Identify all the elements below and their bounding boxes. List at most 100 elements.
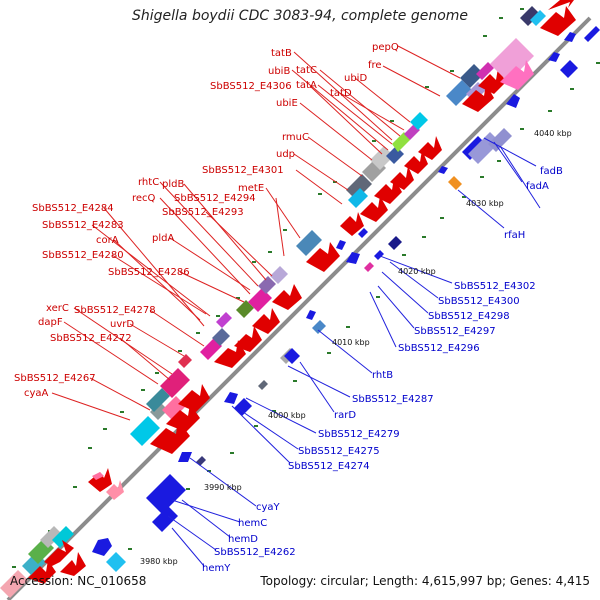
gene-label: SbBS512_E4284	[32, 203, 114, 214]
gene-label: metE	[238, 183, 264, 194]
gene-block	[150, 402, 168, 420]
gene-label: SbBS512_E4293	[162, 207, 244, 218]
gene-block	[146, 388, 170, 412]
tick-label: 4040 kbp	[534, 129, 572, 138]
gene-block	[152, 506, 178, 532]
reverse-genes	[92, 26, 600, 572]
gene-block	[106, 552, 126, 572]
gene-label: rhtC	[138, 177, 159, 188]
gene-arrow	[224, 392, 238, 404]
gene-block	[216, 312, 232, 328]
genome-backbone	[6, 16, 592, 600]
gene-label: SbBS512_E4300	[438, 296, 520, 307]
gene-label: rhtB	[372, 370, 393, 381]
gene-label: cyaY	[256, 502, 281, 513]
gene-label: SbBS512_E4267	[14, 373, 96, 384]
gene-label: rarD	[334, 410, 356, 421]
gene-block	[460, 64, 484, 88]
tick-label: 4000 kbp	[268, 411, 306, 420]
gene-block	[370, 146, 394, 170]
gene-label: SbBS512_E4296	[398, 343, 480, 354]
gene-arrow	[44, 540, 74, 566]
gene-arrow	[336, 240, 346, 250]
gene-label: rmuC	[282, 132, 309, 143]
gene-block	[312, 320, 326, 334]
gene-block	[212, 328, 230, 346]
gene-block	[520, 6, 540, 26]
gene-block	[52, 526, 74, 548]
gene-block	[446, 80, 472, 106]
gene-block	[160, 368, 190, 398]
gene-label: cyaA	[24, 388, 49, 399]
gene-arrow	[462, 84, 494, 112]
gene-arrow	[178, 384, 210, 412]
gene-label: dapF	[38, 317, 63, 328]
gene-block	[346, 174, 372, 200]
gene-arrow	[418, 136, 442, 160]
gene-label: xerC	[46, 303, 69, 314]
forward-genes	[0, 0, 576, 598]
gene-block	[234, 398, 252, 416]
gene-block	[270, 266, 288, 284]
gene-label: SbBS512_E4294	[174, 193, 256, 204]
gene-block	[146, 474, 186, 514]
gene-block	[284, 348, 300, 364]
gene-label: SbBS512_E4274	[288, 461, 370, 472]
gene-label: SbBS512_E4279	[318, 429, 400, 440]
gene-label: rfaH	[504, 230, 525, 241]
gene-block	[374, 250, 384, 260]
gene-label: SbBS512_E4298	[428, 311, 510, 322]
gene-label: SbBS512_E4286	[108, 267, 190, 278]
gene-label: SbBS512_E4280	[42, 250, 124, 261]
gene-label: hemD	[228, 534, 258, 545]
gene-arrow	[548, 52, 560, 62]
gene-block	[258, 380, 268, 390]
gene-arrow	[60, 552, 86, 576]
forward-label-group: pepQ fre tatB ubiB tatC ubiD SbBS512_E43…	[14, 42, 399, 399]
gene-label: fadB	[540, 166, 563, 177]
gene-block	[40, 526, 62, 548]
gene-block	[178, 354, 192, 368]
gene-arrow	[548, 0, 574, 10]
kbp-ticks: 3980 kbp 3990 kbp 4000 kbp 4010 kbp 4020…	[140, 267, 436, 566]
gene-label: SbBS512_E4306	[210, 81, 292, 92]
gene-arrow	[178, 452, 192, 462]
gene-label: SbBS512_E4275	[298, 446, 380, 457]
tick-label: 3980 kbp	[140, 557, 178, 566]
gene-label: fadA	[526, 181, 549, 192]
gene-arrow	[106, 480, 124, 500]
gene-label: recQ	[132, 193, 156, 204]
gene-label: SbBS512_E4278	[74, 305, 156, 316]
gene-block	[358, 228, 368, 238]
gene-arrow	[272, 284, 302, 310]
gene-block	[488, 128, 512, 152]
gene-label: pldB	[162, 179, 184, 190]
map-title: Shigella boydii CDC 3083-94, complete ge…	[131, 8, 469, 24]
gene-label: hemY	[202, 563, 231, 574]
tick-dots-inner	[128, 62, 600, 550]
gene-block	[258, 276, 276, 294]
gene-label: fre	[368, 60, 382, 71]
topology-summary: Topology: circular; Length: 4,615,997 bp…	[260, 574, 590, 588]
gene-arrow	[340, 212, 364, 236]
gene-label: SbBS512_E4262	[214, 547, 296, 558]
gene-arrow	[506, 94, 520, 108]
gene-label: SbBS512_E4283	[42, 220, 124, 231]
gene-arrow	[346, 252, 360, 264]
gene-block	[0, 570, 28, 598]
accession-text: Accession: NC_010658	[10, 574, 147, 588]
gene-block	[348, 188, 368, 208]
gene-block	[490, 38, 534, 82]
gene-block	[236, 300, 254, 318]
gene-label: uvrD	[110, 319, 134, 330]
tick-label: 3990 kbp	[204, 483, 242, 492]
tick-label: 4030 kbp	[466, 199, 504, 208]
gene-block	[130, 416, 160, 446]
gene-arrow	[252, 308, 280, 334]
gene-arrow	[390, 166, 414, 190]
gene-arrow	[478, 68, 506, 94]
gene-block	[560, 60, 578, 78]
gene-label: SbBS512_E4301	[202, 165, 284, 176]
gene-arrow	[500, 60, 534, 90]
